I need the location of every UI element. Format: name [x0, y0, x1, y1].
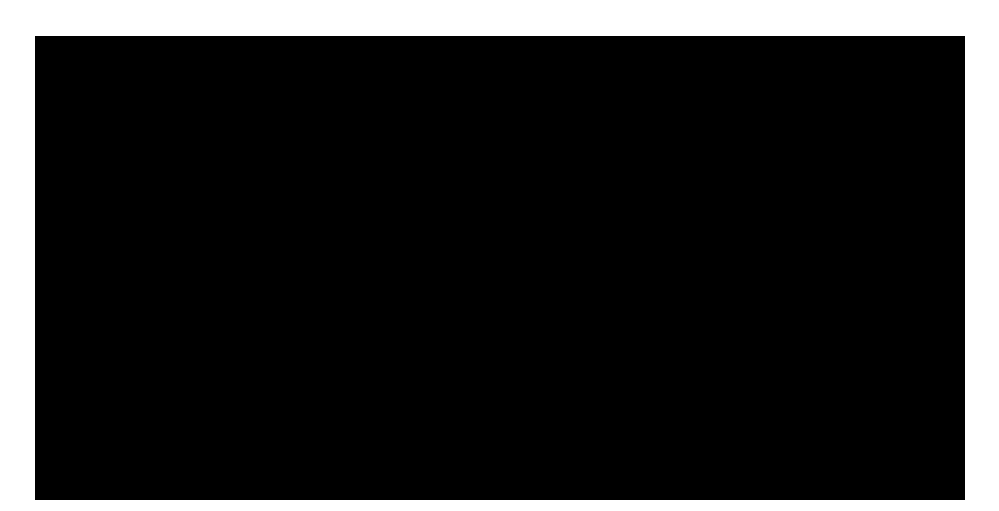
wordcloud-canvas	[35, 36, 965, 500]
wordcloud-svg	[35, 36, 965, 500]
